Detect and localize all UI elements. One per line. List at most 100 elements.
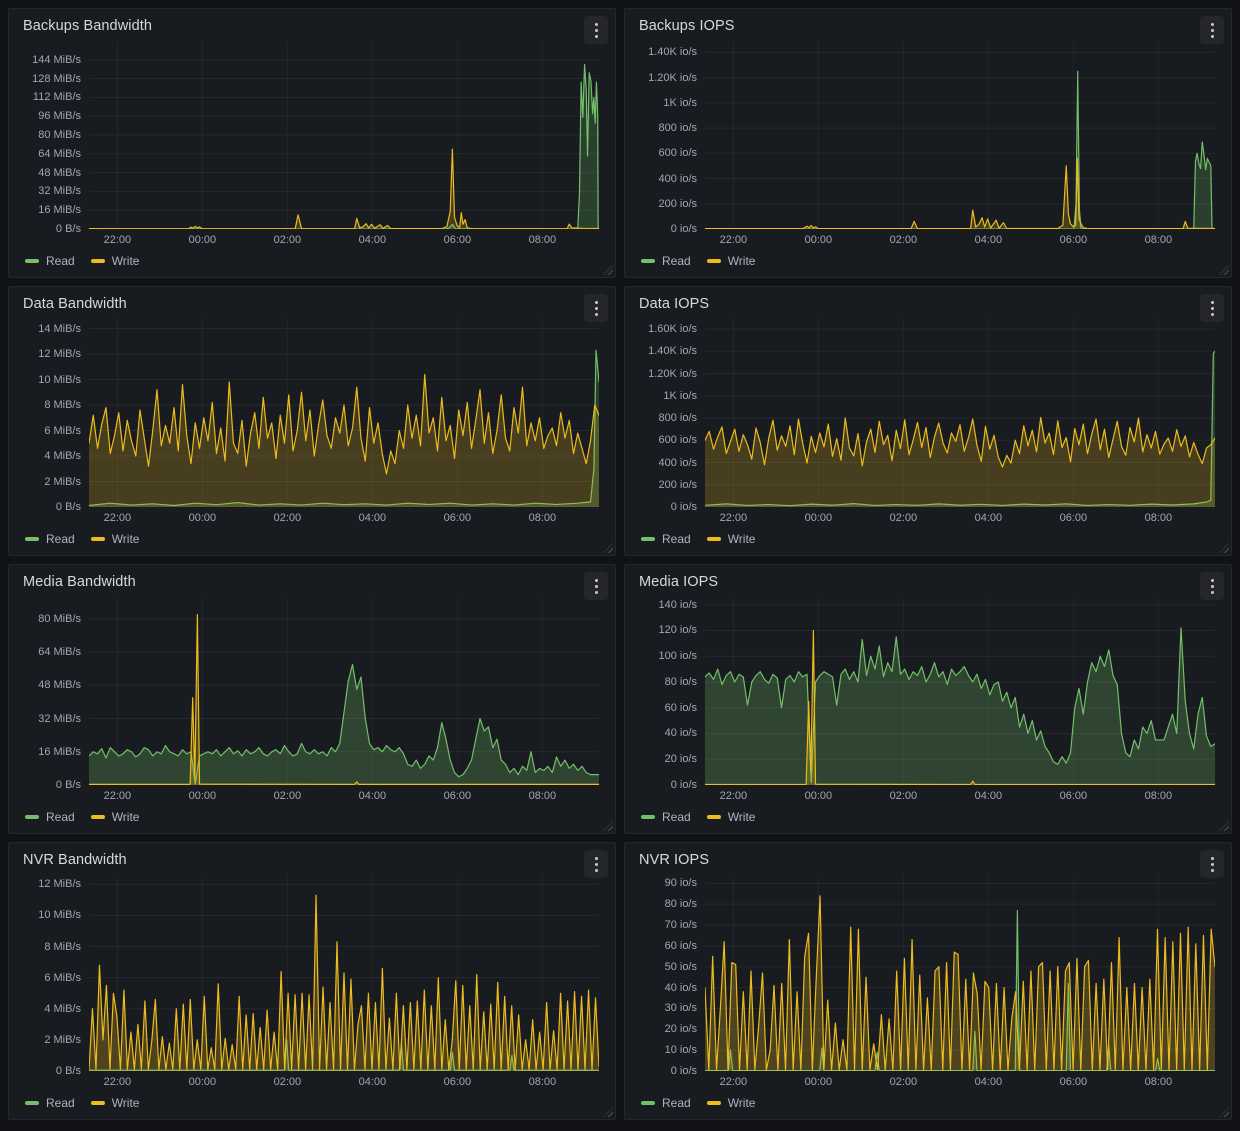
- legend-item-write[interactable]: Write: [706, 810, 756, 824]
- legend-item-read[interactable]: Read: [641, 532, 691, 546]
- kebab-menu-icon: [1210, 578, 1214, 582]
- legend-swatch-write: [90, 815, 105, 819]
- panel-resize-handle[interactable]: [1219, 1107, 1229, 1117]
- y-axis-tick-label: 800 io/s: [658, 122, 697, 135]
- chart-body: 0 io/s 200 io/s 400 io/s 600 io/s 800 io/s 1K…: [633, 319, 1215, 527]
- legend-item-write[interactable]: Write: [90, 532, 139, 546]
- y-axis-tick-label: 0 io/s: [670, 223, 697, 235]
- chart-body: 0 io/s 200 io/s 400 io/s 600 io/s 800 io/s 1K…: [633, 41, 1215, 249]
- panel-header: Data Bandwidth: [17, 287, 608, 322]
- panel-menu-button[interactable]: [1200, 16, 1224, 44]
- time-series-plot[interactable]: [705, 41, 1215, 229]
- legend-item-read[interactable]: Read: [641, 1096, 691, 1110]
- x-axis-tick-label: 02:00: [273, 512, 302, 524]
- kebab-menu-icon: [1210, 312, 1214, 316]
- x-axis-tick-label: 22:00: [103, 790, 132, 802]
- y-axis: 0 B/s 16 MiB/s 32 MiB/s 48 MiB/s 64 MiB/s 80 …: [17, 41, 89, 235]
- legend-item-write[interactable]: Write: [90, 254, 140, 268]
- legend-item-read[interactable]: Read: [25, 1096, 75, 1110]
- x-axis-tick-label: 06:00: [1059, 234, 1088, 246]
- time-series-plot[interactable]: [705, 319, 1215, 507]
- legend-item-read[interactable]: Read: [641, 254, 691, 268]
- y-axis-tick-label: 600 io/s: [658, 434, 697, 447]
- legend-item-read[interactable]: Read: [641, 810, 691, 824]
- kebab-menu-icon: [594, 856, 598, 860]
- panel-menu-button[interactable]: [584, 572, 608, 600]
- time-series-plot[interactable]: [89, 41, 599, 229]
- time-series-plot[interactable]: [89, 875, 599, 1071]
- y-axis-tick-label: 16 MiB/s: [38, 745, 81, 758]
- legend-label: Write: [727, 810, 756, 824]
- x-axis: 22:00 00:00 02:00 04:00 06:00 08:00: [89, 785, 599, 805]
- panel-nvr-iops: NVR IOPS 0 io/s 10 io/s 20 io/s 30 io/s 40 i…: [624, 842, 1232, 1120]
- panel-title[interactable]: NVR IOPS: [639, 852, 710, 868]
- panel-menu-button[interactable]: [1200, 294, 1224, 322]
- panel-title[interactable]: Data IOPS: [639, 296, 710, 312]
- y-axis-tick-label: 12 MiB/s: [38, 348, 81, 361]
- panel-title[interactable]: Backups IOPS: [639, 18, 735, 34]
- legend-item-write[interactable]: Write: [706, 532, 755, 546]
- y-axis-tick-label: 4 MiB/s: [44, 450, 81, 463]
- legend-item-write[interactable]: Write: [90, 1096, 140, 1110]
- legend-item-read[interactable]: Read: [25, 810, 75, 824]
- y-axis-tick-label: 10 MiB/s: [38, 373, 81, 386]
- time-series-plot[interactable]: [89, 319, 599, 507]
- time-series-plot[interactable]: [705, 597, 1215, 785]
- time-series-plot[interactable]: [705, 875, 1215, 1071]
- kebab-menu-icon: [1210, 306, 1214, 310]
- legend: Read Write: [633, 249, 1223, 273]
- y-axis-tick-label: 80 io/s: [664, 675, 697, 688]
- panel-header: Backups IOPS: [633, 9, 1224, 44]
- legend-label: Write: [111, 254, 140, 268]
- panel-resize-handle[interactable]: [1219, 265, 1229, 275]
- x-axis-tick-label: 08:00: [528, 512, 557, 524]
- panel-resize-handle[interactable]: [603, 543, 613, 553]
- kebab-menu-icon: [1210, 300, 1214, 304]
- panel-menu-button[interactable]: [1200, 572, 1224, 600]
- legend: Read Write: [17, 805, 607, 829]
- panel-title[interactable]: Backups Bandwidth: [23, 18, 153, 34]
- panel-title[interactable]: NVR Bandwidth: [23, 852, 127, 868]
- legend-item-write[interactable]: Write: [90, 810, 139, 824]
- x-axis-tick-label: 00:00: [804, 234, 833, 246]
- legend-swatch-read: [25, 815, 39, 819]
- x-axis-tick-label: 02:00: [889, 234, 918, 246]
- y-axis-tick-label: 800 io/s: [658, 412, 697, 424]
- x-axis-tick-label: 04:00: [358, 790, 387, 802]
- y-axis-tick-label: 50 io/s: [664, 960, 697, 973]
- panel-resize-handle[interactable]: [603, 821, 613, 831]
- x-axis-tick-label: 04:00: [358, 1076, 387, 1088]
- legend-label: Write: [111, 1096, 140, 1110]
- time-series-plot[interactable]: [89, 597, 599, 785]
- panel-title[interactable]: Data Bandwidth: [23, 296, 127, 312]
- y-axis-tick-label: 40 io/s: [664, 727, 697, 740]
- panel-menu-button[interactable]: [1200, 850, 1224, 878]
- panel-menu-button[interactable]: [584, 294, 608, 322]
- panel-resize-handle[interactable]: [1219, 543, 1229, 553]
- legend: Read Write: [633, 1091, 1223, 1115]
- legend-label: Write: [727, 1096, 756, 1110]
- panel-title[interactable]: Media Bandwidth: [23, 574, 136, 590]
- x-axis: 22:00 00:00 02:00 04:00 06:00 08:00: [705, 1071, 1215, 1091]
- y-axis-tick-label: 1.60K io/s: [648, 323, 697, 335]
- y-axis-tick-label: 96 MiB/s: [38, 110, 81, 123]
- panel-resize-handle[interactable]: [603, 265, 613, 275]
- y-axis-tick-label: 8 MiB/s: [44, 399, 81, 412]
- legend-item-read[interactable]: Read: [25, 254, 75, 268]
- legend-label: Read: [46, 1096, 75, 1110]
- legend: Read Write: [17, 1091, 607, 1115]
- panel-resize-handle[interactable]: [1219, 821, 1229, 831]
- x-axis-tick-label: 04:00: [358, 234, 387, 246]
- legend-item-write[interactable]: Write: [706, 254, 755, 268]
- panel-menu-button[interactable]: [584, 850, 608, 878]
- y-axis-tick-label: 6 MiB/s: [44, 971, 81, 984]
- panel-resize-handle[interactable]: [603, 1107, 613, 1117]
- legend-item-write[interactable]: Write: [706, 1096, 756, 1110]
- y-axis-tick-label: 0 B/s: [55, 501, 81, 513]
- x-axis-tick-label: 04:00: [974, 1076, 1003, 1088]
- panel-title[interactable]: Media IOPS: [639, 574, 719, 590]
- panel-data-iops: Data IOPS 0 io/s 200 io/s 400 io/s 600 io/s…: [624, 286, 1232, 556]
- panel-menu-button[interactable]: [584, 16, 608, 44]
- legend-item-read[interactable]: Read: [25, 532, 75, 546]
- x-axis-tick-label: 06:00: [443, 512, 472, 524]
